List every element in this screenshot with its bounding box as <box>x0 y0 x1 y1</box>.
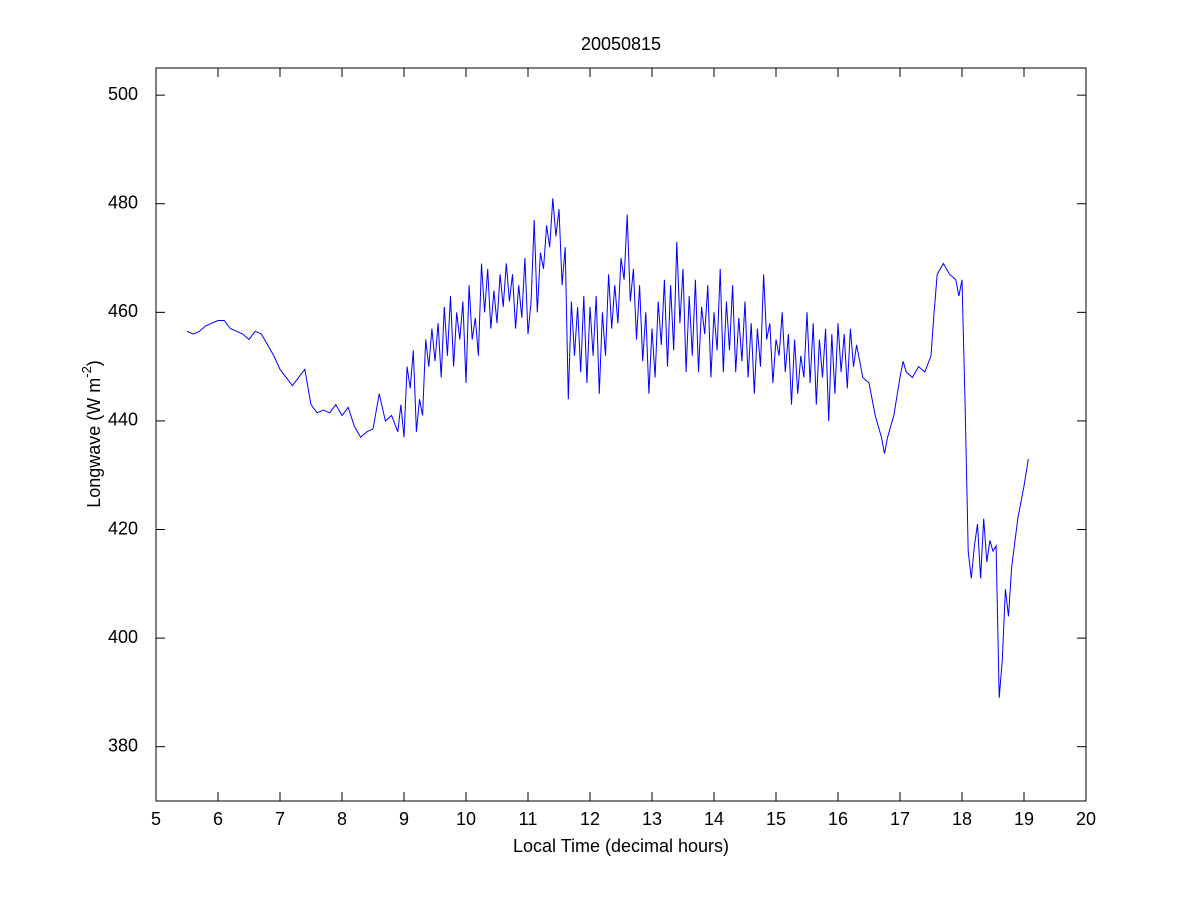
x-tick-label: 16 <box>828 809 848 829</box>
y-tick-label: 380 <box>108 735 138 755</box>
data-line <box>186 198 1029 698</box>
x-tick-label: 6 <box>213 809 223 829</box>
x-tick-label: 11 <box>519 809 538 829</box>
x-tick-label: 18 <box>952 809 972 829</box>
y-axis-label-main: Longwave (W m <box>84 378 104 508</box>
x-tick-label: 5 <box>151 809 161 829</box>
y-axis-label-sup: -2 <box>79 366 94 378</box>
y-tick-label: 500 <box>108 84 138 104</box>
y-axis-label: Longwave (W m-2) <box>79 360 103 508</box>
x-tick-label: 12 <box>580 809 600 829</box>
x-tick-label: 8 <box>337 809 347 829</box>
x-tick-label: 15 <box>766 809 786 829</box>
x-tick-label: 7 <box>275 809 285 829</box>
x-tick-label: 19 <box>1014 809 1034 829</box>
x-tick-label: 14 <box>704 809 724 829</box>
plot-area <box>155 67 1087 802</box>
y-tick-label: 420 <box>108 518 138 538</box>
y-tick-label: 480 <box>108 192 138 212</box>
chart-title: 20050815 <box>581 34 661 54</box>
y-tick-label: 400 <box>108 627 138 647</box>
x-tick-label: 13 <box>642 809 662 829</box>
y-tick-label: 460 <box>108 301 138 321</box>
y-axis-label-end: ) <box>84 360 104 366</box>
x-tick-label: 20 <box>1076 809 1096 829</box>
y-tick-label: 440 <box>108 410 138 430</box>
x-tick-label: 10 <box>456 809 476 829</box>
x-tick-label: 17 <box>890 809 910 829</box>
x-axis-label: Local Time (decimal hours) <box>513 836 729 856</box>
x-tick-label: 9 <box>399 809 409 829</box>
